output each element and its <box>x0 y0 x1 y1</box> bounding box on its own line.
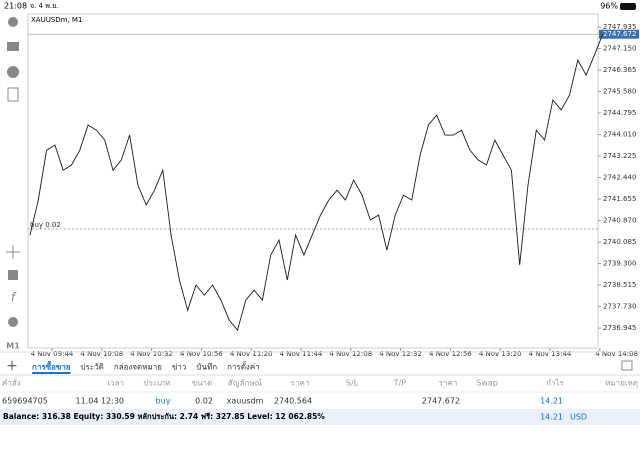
cell-price: 2747.672 <box>422 397 460 406</box>
current-price-label: 2747.672 <box>603 30 636 38</box>
account-summary: Balance: 316.38 Equity: 330.59 หลักประกั… <box>3 412 325 421</box>
y-tick-label: 2738.515 <box>603 281 636 289</box>
tab[interactable]: ประวัติ <box>81 363 104 372</box>
y-tick-label: 2742.440 <box>603 174 636 182</box>
table: คำสั่ง เวลา ประเภท ขนาด สัญลักษณ์ ราคา S/L T/P ร… <box>0 377 640 406</box>
x-tick-label: 4 Nov 10:32 <box>130 350 173 358</box>
y-tick-label: 2744.010 <box>603 131 636 139</box>
y-tick-label: 2746.365 <box>603 66 636 74</box>
x-tick-label: 4 Nov 10:08 <box>80 350 123 358</box>
chart-title: XAUUSDm, M1 <box>31 16 82 24</box>
y-tick-label: 2744.795 <box>603 109 636 117</box>
y-tick-label: 2741.655 <box>603 195 636 203</box>
indicator-icon[interactable] <box>8 270 18 280</box>
add-icon[interactable] <box>7 87 19 102</box>
column-header: กำไร <box>546 379 564 388</box>
x-tick-label: 4 Nov 10:56 <box>180 350 223 358</box>
x-tick-label: 4 Nov 13:44 <box>529 350 572 358</box>
column-header: หมายเหตุ <box>605 379 638 388</box>
cell-type: buy <box>156 397 171 406</box>
x-tick-label: 4 Nov 09:44 <box>31 350 74 358</box>
buy-line-label: buy 0.02 <box>30 221 61 229</box>
layout-icon[interactable] <box>621 360 633 371</box>
cell-volume: 0.02 <box>195 397 213 406</box>
column-header: ประเภท <box>144 379 171 388</box>
x-tick-label: 4 Nov 12:08 <box>329 350 372 358</box>
y-tick-label: 2747.935 <box>603 23 636 31</box>
x-tick-label: 4 Nov 11:20 <box>230 350 273 358</box>
tab[interactable]: การตั้งค่า <box>227 361 260 372</box>
cell-symbol: xauusdm <box>227 397 264 406</box>
cell-order: 659694705 <box>2 397 48 406</box>
column-header: สัญลักษณ์ <box>228 378 263 388</box>
currency: USD <box>570 413 587 422</box>
tab-bar: การซื้อขาย ประวัติ กล่องจดหมาย ข่าว บันทึก กา… <box>32 361 260 374</box>
account-icon[interactable] <box>8 17 18 27</box>
toolbar: f M1 <box>6 17 20 351</box>
current-price-box <box>599 29 639 39</box>
y-tick-label: 2740.870 <box>603 217 636 225</box>
tab[interactable]: การซื้อขาย <box>32 361 71 372</box>
chart-frame <box>27 13 599 349</box>
chart: 2736.945 2737.730 2738.515 2739.300 2740.085… <box>28 23 639 358</box>
add-button[interactable]: + <box>6 358 18 374</box>
cell-time: 11.04 12:30 <box>76 397 125 406</box>
column-header: เวลา <box>107 379 124 388</box>
tab[interactable]: บันทึก <box>196 363 217 372</box>
timeframe[interactable]: M1 <box>6 342 20 351</box>
status-time: 21:08 <box>4 2 27 11</box>
chat-icon[interactable] <box>7 66 19 78</box>
column-header: ราคา <box>439 379 458 388</box>
y-tick-label: 2739.300 <box>603 260 636 268</box>
price-line <box>29 34 604 332</box>
y-tick-label: 2736.945 <box>603 324 636 332</box>
footer-bar <box>0 409 640 425</box>
tab[interactable]: กล่องจดหมาย <box>114 363 162 372</box>
y-tick-label: 2743.225 <box>603 152 636 160</box>
status-date: จ. 4 พ.ย. <box>30 2 58 10</box>
function-icon[interactable]: f <box>11 291 17 305</box>
x-tick-label: 4 Nov 14:08 <box>595 350 638 358</box>
x-tick-label: 4 Nov 11:44 <box>280 350 323 358</box>
column-header: S/L <box>346 379 359 388</box>
objects-icon[interactable] <box>8 317 18 327</box>
cell-open-price: 2740.564 <box>274 397 312 406</box>
status-battery: 96% <box>600 2 618 11</box>
battery-icon <box>620 3 636 10</box>
total-profit: 14.21 <box>540 413 563 422</box>
column-header: Swap <box>476 379 498 388</box>
tab[interactable]: ข่าว <box>172 363 186 372</box>
y-tick-label: 2737.730 <box>603 303 636 311</box>
column-header: ราคา <box>291 379 310 388</box>
column-header: ขนาด <box>192 379 213 388</box>
y-tick-label: 2745.580 <box>603 88 636 96</box>
x-tick-label: 4 Nov 12:56 <box>429 350 472 358</box>
trade-icon[interactable] <box>7 42 19 51</box>
x-tick-label: 4 Nov 12:32 <box>379 350 422 358</box>
y-tick-label: 2740.085 <box>603 238 636 246</box>
x-tick-label: 4 Nov 13:20 <box>479 350 522 358</box>
column-header: คำสั่ง <box>2 377 21 388</box>
cell-profit: 14.21 <box>540 397 563 406</box>
column-header: T/P <box>393 379 407 388</box>
y-tick-label: 2747.150 <box>603 45 636 53</box>
